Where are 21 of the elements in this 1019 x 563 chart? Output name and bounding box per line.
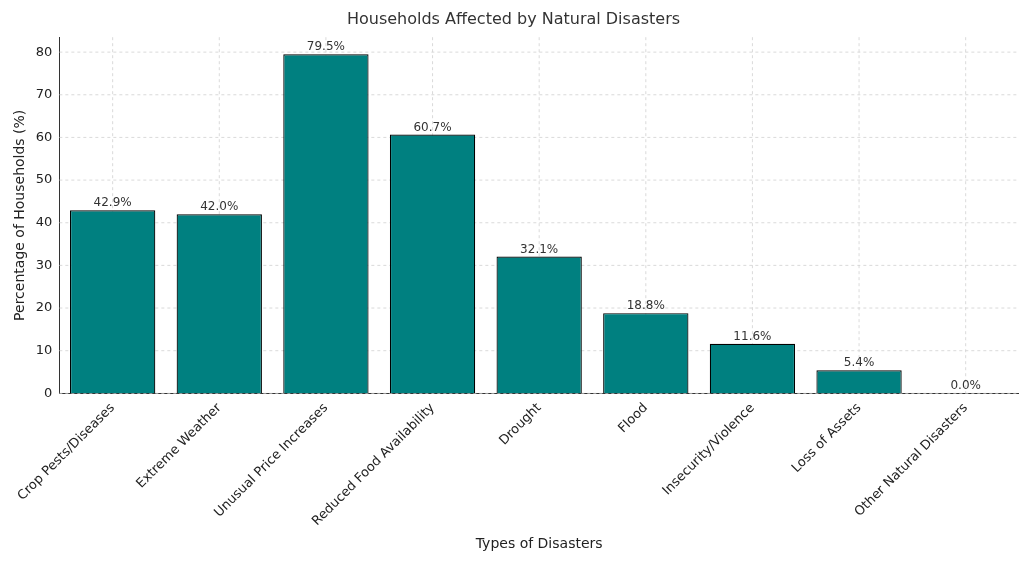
y-tick-label: 80 bbox=[35, 43, 53, 59]
y-tick-label: 50 bbox=[35, 171, 53, 187]
y-tick-label: 30 bbox=[35, 256, 53, 272]
y-tick-label: 40 bbox=[35, 214, 53, 230]
y-tick-label: 0 bbox=[44, 384, 53, 400]
x-axis-title: Types of Disasters bbox=[474, 535, 603, 552]
data-label: 0.0% bbox=[950, 378, 981, 393]
data-label: 32.1% bbox=[520, 241, 559, 256]
data-label: 79.5% bbox=[306, 39, 345, 54]
data-label: 60.7% bbox=[413, 119, 452, 134]
data-label: 18.8% bbox=[626, 298, 665, 313]
y-axis-title: Percentage of Households (%) bbox=[11, 109, 28, 321]
chart-title: Households Affected by Natural Disasters bbox=[346, 8, 681, 28]
data-label: 42.0% bbox=[200, 199, 239, 214]
y-tick-label: 60 bbox=[35, 128, 53, 144]
data-label: 11.6% bbox=[733, 328, 772, 343]
y-tick-label: 10 bbox=[35, 342, 53, 358]
data-label: 5.4% bbox=[843, 355, 875, 370]
y-tick-label: 70 bbox=[35, 86, 53, 102]
data-label: 42.9% bbox=[93, 195, 132, 210]
y-tick-label: 20 bbox=[35, 299, 53, 315]
